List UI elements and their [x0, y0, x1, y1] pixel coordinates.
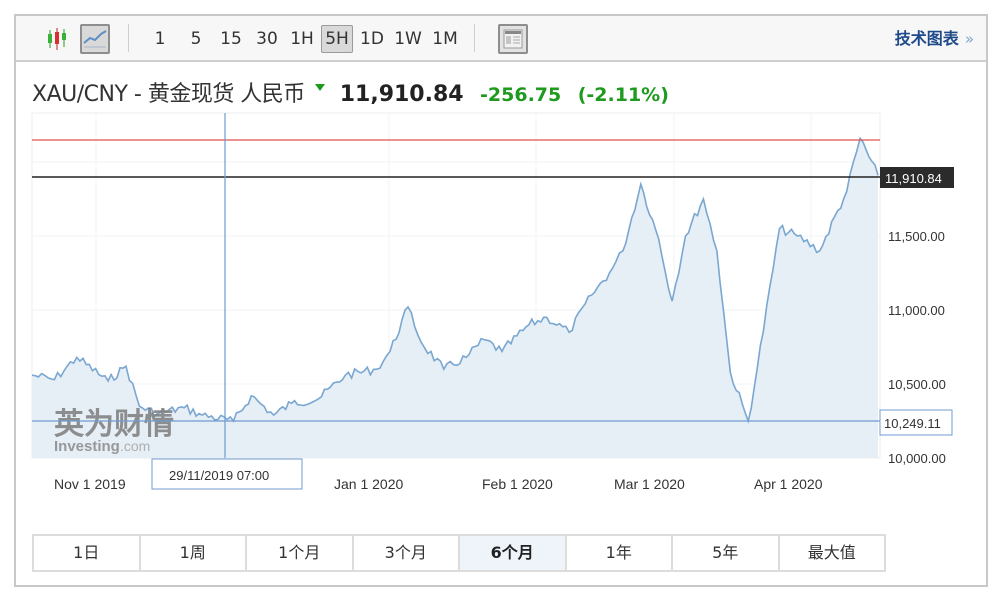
- range-1y[interactable]: 1年: [566, 536, 673, 570]
- svg-text:Investing: Investing: [54, 438, 120, 455]
- svg-text:Feb 1 2020: Feb 1 2020: [482, 476, 553, 492]
- svg-text:英为财情: 英为财情: [54, 408, 174, 441]
- down-triangle-icon: [315, 84, 326, 91]
- interval-1w[interactable]: 1W: [394, 29, 422, 49]
- svg-text:11,500.00: 11,500.00: [888, 229, 945, 244]
- technical-chart-label: 技术图表: [894, 29, 959, 48]
- crosshair-price-tag: [879, 409, 953, 436]
- price-change-percent: (-2.11%): [577, 84, 669, 106]
- interval-1d[interactable]: 1D: [360, 29, 384, 49]
- range-1m[interactable]: 1个月: [247, 536, 354, 570]
- y-axis: 11,500.00 11,000.00 10,500.00 10,000.00: [888, 229, 946, 466]
- range-3m[interactable]: 3个月: [353, 536, 460, 570]
- svg-text:10,249.11: 10,249.11: [884, 416, 941, 431]
- svg-text:Mar 1 2020: Mar 1 2020: [614, 476, 685, 492]
- interval-30[interactable]: 30: [256, 29, 278, 49]
- range-max[interactable]: 最大值: [779, 536, 884, 570]
- technical-chart-link[interactable]: 技术图表 »: [895, 16, 974, 62]
- x-axis: Nov 1 2019 Jan 1 2020 Feb 1 2020 Mar 1 2…: [54, 476, 823, 492]
- time-range-selector: 1日 1周 1个月 3个月 6个月 1年 5年 最大值: [32, 534, 886, 572]
- toolbar-divider: [474, 24, 475, 52]
- range-1w[interactable]: 1周: [140, 536, 247, 570]
- current-price-tag: [880, 167, 954, 188]
- double-chevron-right-icon: »: [964, 30, 974, 48]
- candlestick-icon[interactable]: [42, 24, 72, 54]
- svg-text:10,500.00: 10,500.00: [888, 377, 946, 392]
- svg-text:11,000.00: 11,000.00: [888, 303, 945, 318]
- range-1d[interactable]: 1日: [34, 536, 141, 570]
- interval-1h[interactable]: 1H: [290, 29, 314, 49]
- price-line: [31, 136, 879, 424]
- interval-5[interactable]: 5: [190, 29, 202, 49]
- range-5y[interactable]: 5年: [673, 536, 780, 570]
- line-chart-icon[interactable]: [80, 24, 110, 54]
- interval-5h[interactable]: 5H: [321, 25, 353, 53]
- price-area: [32, 138, 878, 459]
- svg-text:10,000.00: 10,000.00: [888, 451, 946, 466]
- interval-15[interactable]: 15: [220, 29, 242, 49]
- interval-1m[interactable]: 1M: [432, 29, 458, 49]
- svg-text:Jan 1 2020: Jan 1 2020: [334, 476, 403, 492]
- price-change: -256.75: [480, 84, 562, 106]
- chart-widget: 1 5 15 30 1H 5H 1D 1W 1M 技术图表 » XAU/CNY -…: [14, 14, 988, 587]
- svg-text:Apr 1 2020: Apr 1 2020: [754, 476, 823, 492]
- svg-text:Nov 1 2019: Nov 1 2019: [54, 476, 126, 492]
- crosshair-date-tag: [151, 458, 303, 490]
- price-chart[interactable]: 英为财情 Investing .com 11,500.00 11,000.00 …: [16, 16, 986, 521]
- svg-text:.com: .com: [120, 438, 150, 454]
- last-price: 11,910.84: [339, 82, 464, 107]
- instrument-header: XAU/CNY - 黄金现货 人民币 11,910.84 -256.75 (-2…: [32, 76, 669, 112]
- chart-toolbar: 1 5 15 30 1H 5H 1D 1W 1M 技术图表 »: [16, 16, 986, 62]
- range-6m[interactable]: 6个月: [460, 536, 567, 570]
- layout-icon[interactable]: [498, 24, 528, 54]
- investing-watermark: 英为财情 Investing .com: [54, 408, 174, 455]
- toolbar-divider: [128, 24, 129, 52]
- interval-1[interactable]: 1: [154, 29, 166, 49]
- svg-text:29/11/2019 07:00: 29/11/2019 07:00: [169, 468, 269, 483]
- instrument-name: XAU/CNY - 黄金现货 人民币: [32, 82, 305, 107]
- svg-text:11,910.84: 11,910.84: [885, 171, 942, 186]
